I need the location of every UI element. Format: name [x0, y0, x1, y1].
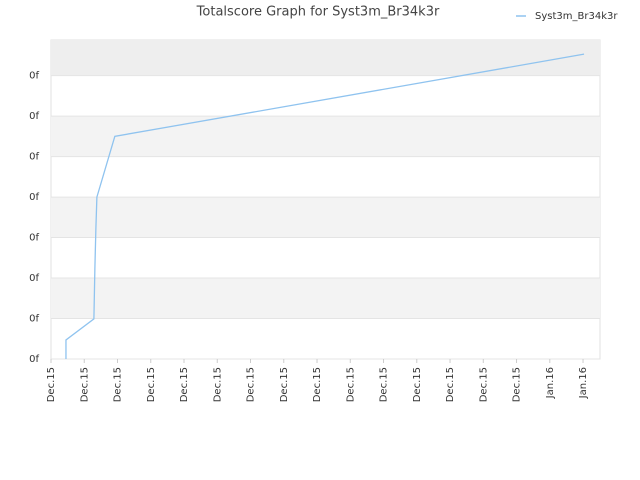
y-tick-label: 0f	[29, 233, 39, 244]
x-tick-label: Dec.15	[246, 367, 257, 402]
x-tick-label: Dec.15	[412, 367, 423, 402]
x-tick-label: Dec.15	[379, 367, 390, 402]
chart-title: Totalscore Graph for Syst3m_Br34k3r	[196, 5, 440, 20]
x-tick-label: Dec.15	[113, 367, 124, 402]
x-tick-label: Dec.15	[345, 367, 356, 402]
grid-band	[51, 40, 600, 76]
y-tick-label: 0f	[29, 192, 39, 203]
x-tick-label: Dec.15	[79, 367, 90, 402]
x-tick-label: Dec.15	[312, 367, 323, 402]
line	[65, 53, 585, 359]
legend-label: Syst3m_Br34k3r	[535, 11, 618, 22]
y-tick-label: 0f	[29, 273, 39, 284]
x-tick-label: Jan.16	[545, 367, 556, 399]
x-tick-label: Jan.16	[578, 367, 589, 399]
y-tick-label: 0f	[29, 314, 39, 325]
y-tick-label: 0f	[29, 152, 39, 163]
x-tick-label: Dec.15	[512, 367, 523, 402]
grid-band	[51, 116, 600, 157]
x-tick-label: Dec.15	[478, 367, 489, 402]
y-tick-label: 0f	[29, 71, 39, 82]
grid-band	[51, 197, 600, 238]
x-tick-label: Dec.15	[279, 367, 290, 402]
x-tick-label: Dec.15	[179, 367, 190, 402]
x-tick-label: Dec.15	[212, 367, 223, 402]
y-tick-label: 0f	[29, 354, 39, 365]
x-tick-label: Dec.15	[146, 367, 157, 402]
x-tick-label: Dec.15	[46, 367, 57, 402]
grid-band	[51, 278, 600, 319]
y-tick-label: 0f	[29, 111, 39, 122]
x-tick-label: Dec.15	[445, 367, 456, 402]
